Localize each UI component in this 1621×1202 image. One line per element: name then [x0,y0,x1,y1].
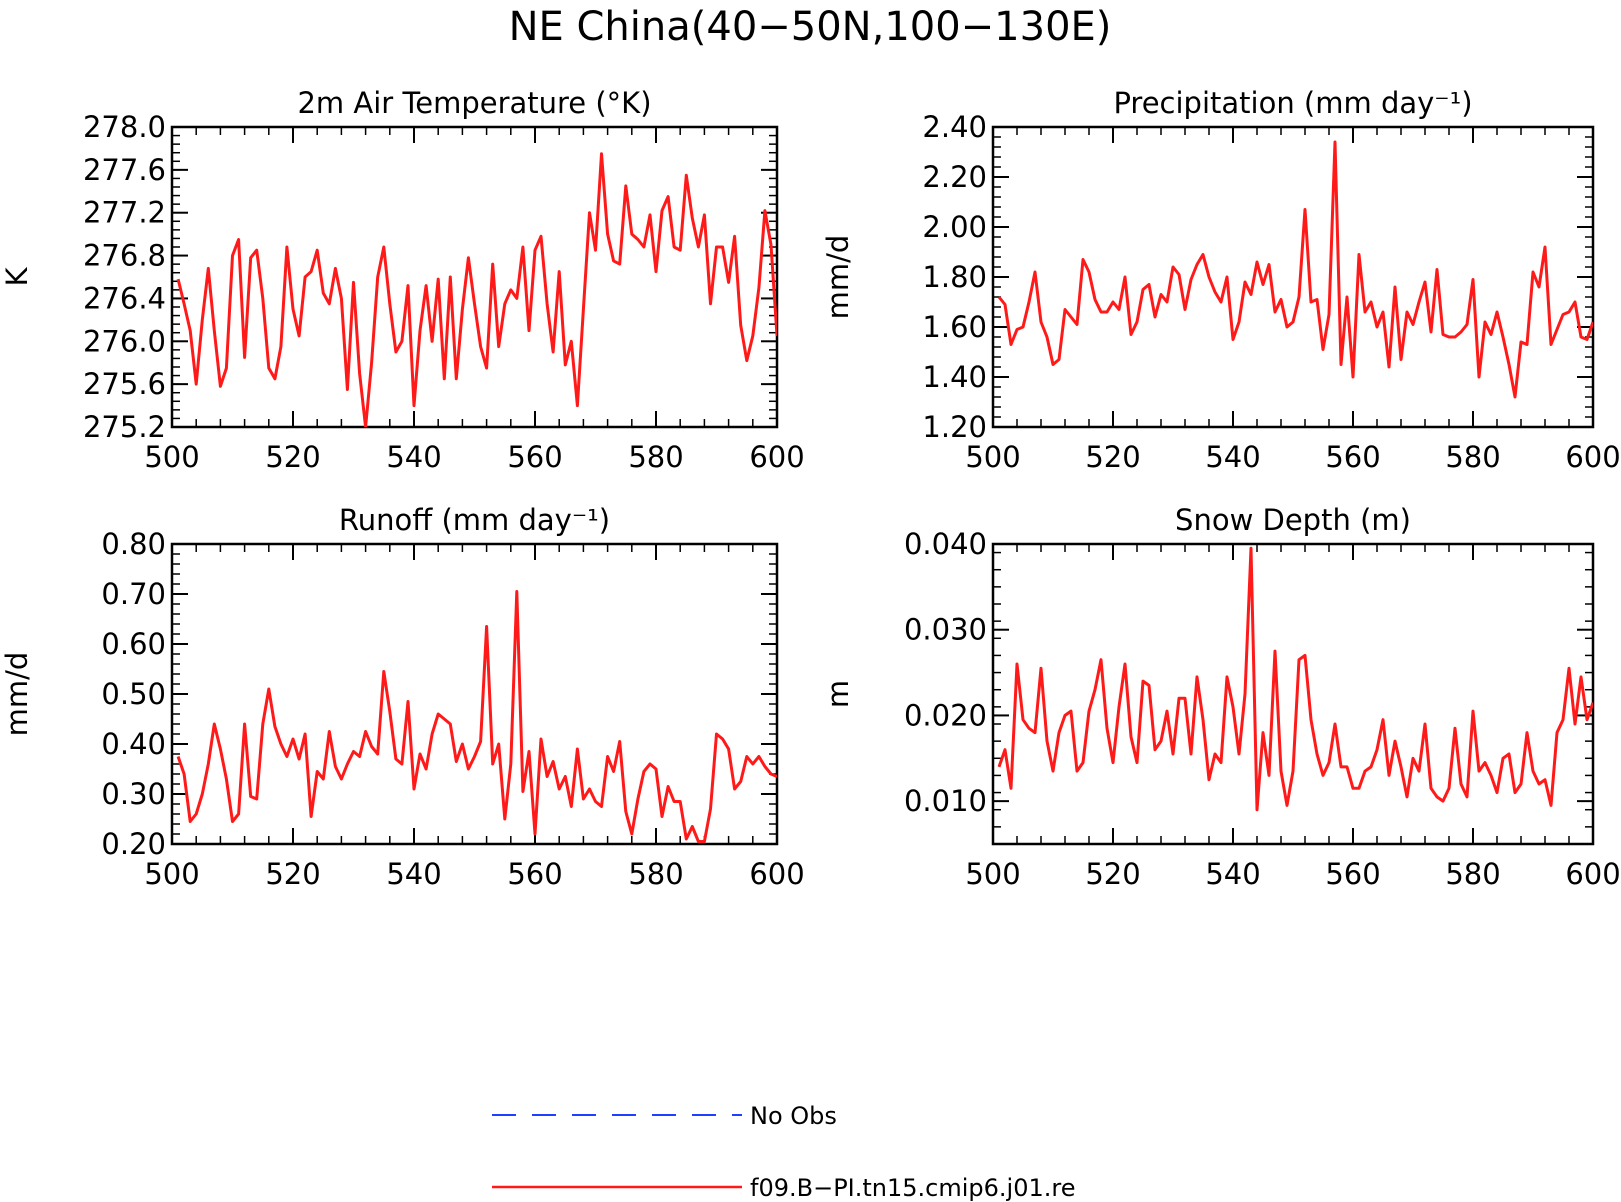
y-tick-label-0-40: 0.40 [101,727,166,761]
y-axis-label: mm/d [0,652,34,737]
x-tick-label-520: 520 [1085,440,1140,474]
series-line-f09-b-pi-tn15-cmip6-j01-re [176,152,777,427]
x-tick-label-560: 560 [1325,857,1380,891]
x-tick-label-600: 600 [749,857,804,891]
y-tick-label-2-00: 2.00 [922,210,987,244]
y-tick-label-277-2: 277.2 [83,196,166,230]
y-tick-label-0-80: 0.80 [101,527,166,561]
plot-frame [170,125,779,429]
x-tick-label-560: 560 [507,440,562,474]
y-tick-label-276-4: 276.4 [83,281,166,315]
legend-label-model: f09.B−PI.tn15.cmip6.j01.re [750,1174,1075,1202]
y-tick-label-0-20: 0.20 [101,827,166,861]
x-tick-label-600: 600 [1565,440,1620,474]
y-tick-label-278-0: 278.0 [83,110,166,144]
series-line-f09-b-pi-tn15-cmip6-j01-re [997,140,1593,399]
x-tick-label-500: 500 [144,857,199,891]
y-tick-label-2-20: 2.20 [922,160,987,194]
x-tick-label-560: 560 [1325,440,1380,474]
y-tick-label-1-40: 1.40 [922,360,987,394]
y-tick-label-1-60: 1.60 [922,310,987,344]
x-tick-label-520: 520 [265,857,320,891]
panel-title: Snow Depth (m) [1175,503,1411,537]
y-tick-label-0-040: 0.040 [904,527,987,561]
y-axis-label: K [0,267,34,287]
x-tick-label-500: 500 [144,440,199,474]
y-tick-label-0-020: 0.020 [904,698,987,732]
x-tick-label-540: 540 [386,857,441,891]
y-tick-label-1-80: 1.80 [922,260,987,294]
plot-frame [991,542,1595,846]
panel-title: Precipitation (mm day⁻¹) [1113,86,1472,120]
series-line-f09-b-pi-tn15-cmip6-j01-re [997,546,1593,812]
panel-title: 2m Air Temperature (°K) [297,86,651,120]
y-tick-label-277-6: 277.6 [83,153,166,187]
legend-label-no-obs: No Obs [750,1102,837,1130]
y-tick-label-0-010: 0.010 [904,784,987,818]
plot-frame [991,125,1595,429]
y-tick-label-0-30: 0.30 [101,777,166,811]
legend: No Obs f09.B−PI.tn15.cmip6.j01.re [492,1102,1075,1202]
x-tick-label-540: 540 [1205,440,1260,474]
x-tick-label-520: 520 [1085,857,1140,891]
plot-frame [170,542,779,846]
panel-precipitation: Precipitation (mm day⁻¹) 1.20 1.40 1.60 1.80… [821,86,1621,474]
x-tick-label-560: 560 [507,857,562,891]
x-tick-label-600: 600 [1565,857,1620,891]
y-tick-label-0-030: 0.030 [904,613,987,647]
panel-runoff: Runoff (mm day⁻¹) 0.20 0.30 0.40 0.50 0.60 0.7… [0,503,805,891]
figure-title: NE China(40−50N,100−130E) [509,4,1112,50]
x-tick-label-500: 500 [965,440,1020,474]
x-tick-label-580: 580 [628,440,683,474]
y-tick-label-1-20: 1.20 [922,410,987,444]
x-tick-label-600: 600 [749,440,804,474]
y-tick-label-2-40: 2.40 [922,110,987,144]
series-line-f09-b-pi-tn15-cmip6-j01-re [176,590,777,843]
y-tick-label-0-70: 0.70 [101,577,166,611]
panel-air-temperature: 2m Air Temperature (°K) 275.2 275.6 276.0 27… [0,86,805,474]
y-tick-label-0-50: 0.50 [101,677,166,711]
panel-title: Runoff (mm day⁻¹) [339,503,610,537]
y-tick-label-275-6: 275.6 [83,367,166,401]
x-tick-label-540: 540 [1205,857,1260,891]
y-tick-label-275-2: 275.2 [83,410,166,444]
x-tick-label-520: 520 [265,440,320,474]
y-axis-label: m [821,680,855,708]
y-axis-label: mm/d [821,235,855,320]
x-tick-label-540: 540 [386,440,441,474]
y-tick-label-276-0: 276.0 [83,324,166,358]
x-tick-label-580: 580 [1445,857,1500,891]
x-tick-label-500: 500 [965,857,1020,891]
y-tick-label-276-8: 276.8 [83,239,166,273]
x-tick-label-580: 580 [628,857,683,891]
panel-snow-depth: Snow Depth (m) 0.010 0.020 0.030 0.040 500 520… [821,503,1621,891]
y-tick-label-0-60: 0.60 [101,627,166,661]
x-tick-label-580: 580 [1445,440,1500,474]
